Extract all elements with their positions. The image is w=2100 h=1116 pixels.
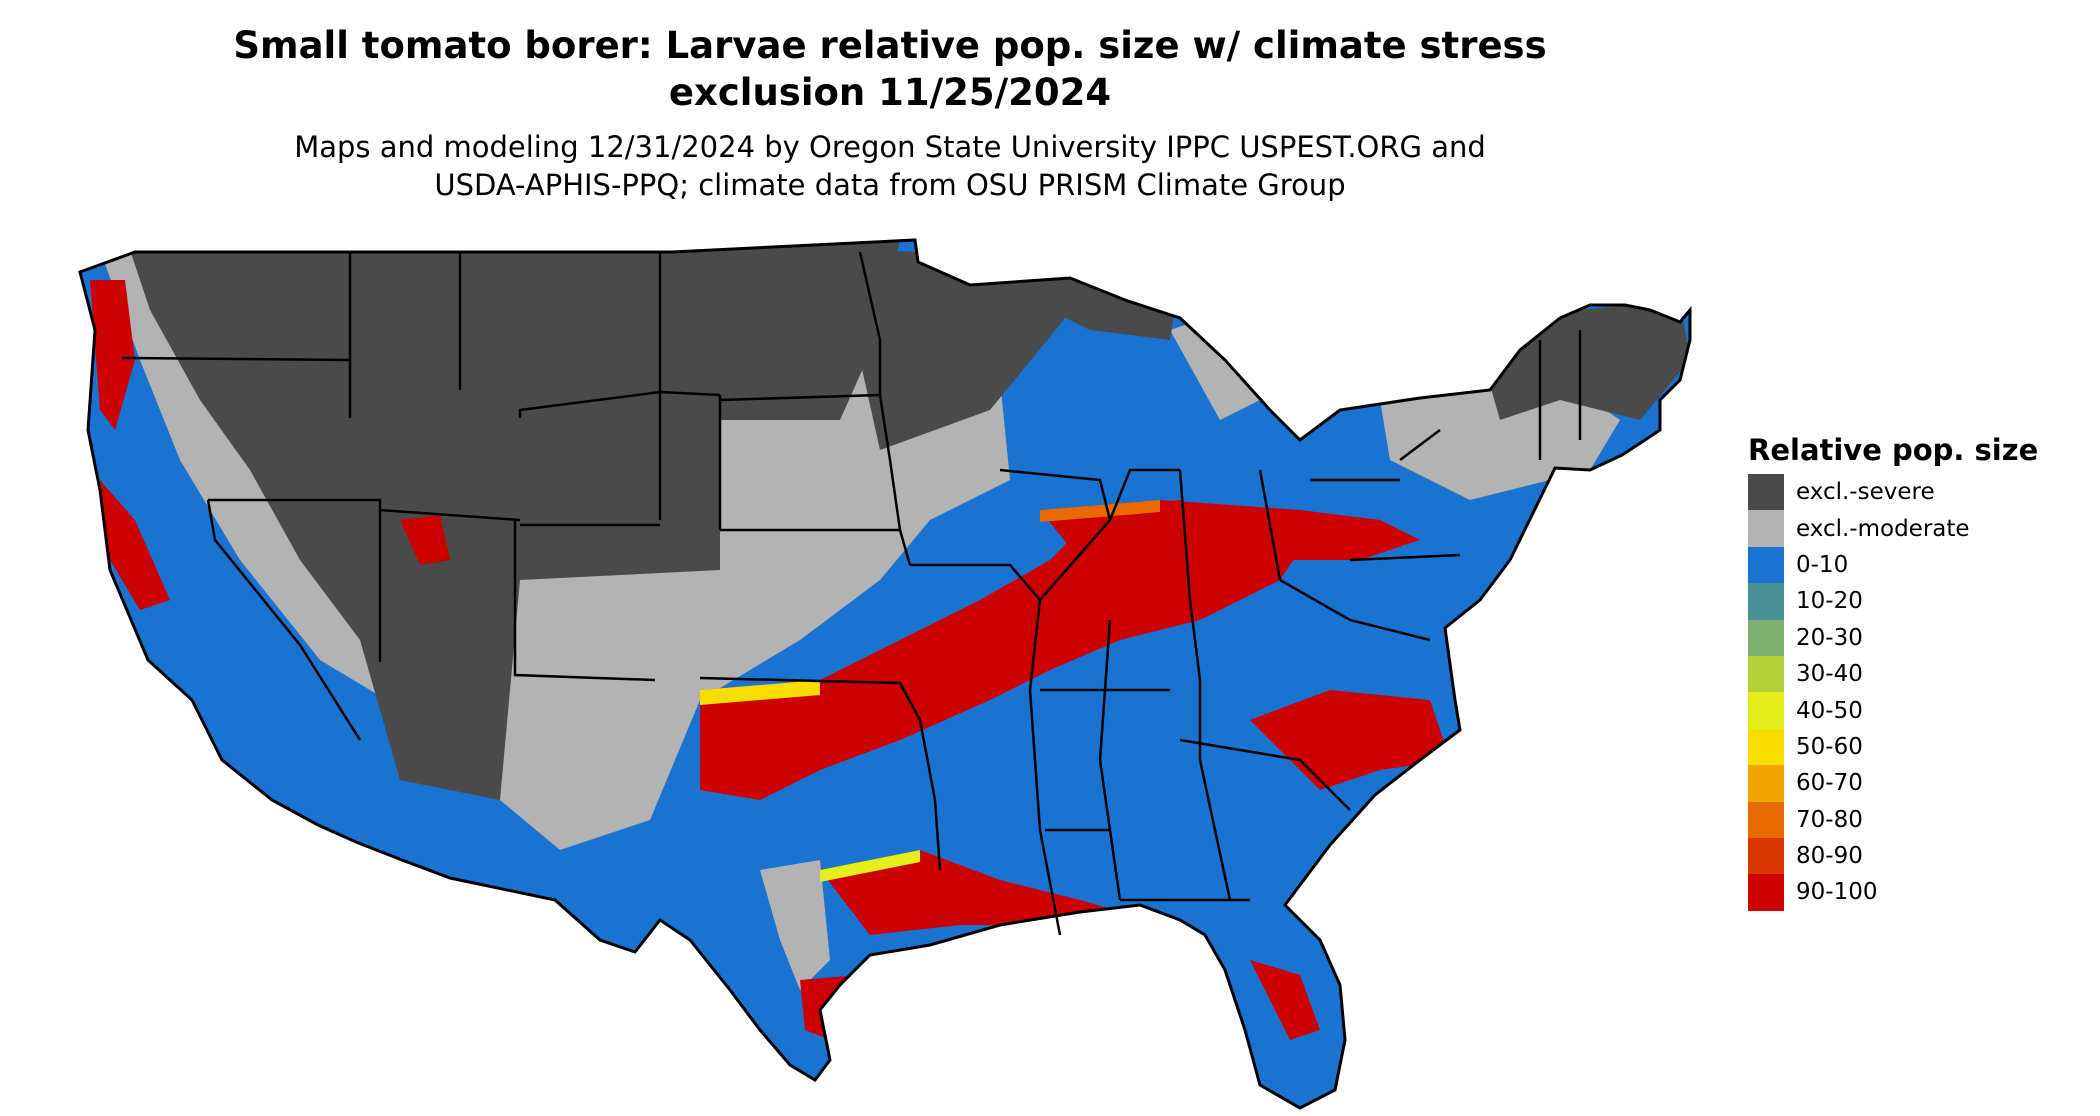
state-border-line <box>699 676 901 685</box>
legend-item: 90-100 <box>1748 874 2038 911</box>
state-border-line <box>878 394 902 531</box>
state-border-line <box>999 468 1112 521</box>
high-pop-band-nevada-spot <box>400 515 450 565</box>
legend-item: 50-60 <box>1748 728 2038 766</box>
legend-item: 30-40 <box>1748 655 2038 693</box>
legend-item: excl.-moderate <box>1748 510 2038 547</box>
mid-pop-fringe-3 <box>820 850 920 882</box>
high-pop-band-california-coast <box>100 480 170 610</box>
legend-item: 40-50 <box>1748 692 2038 729</box>
legend-label: 90-100 <box>1796 879 1878 906</box>
state-border-line <box>513 520 656 682</box>
map-subtitle: Maps and modeling 12/31/2024 by Oregon S… <box>150 128 1630 204</box>
state-border-line <box>1028 599 1042 831</box>
legend-items: excl.-severe excl.-moderate 0-10 10-20 20-30… <box>1748 474 2038 911</box>
legend-swatch <box>1748 474 1784 511</box>
severe-zone-idaho <box>300 250 430 345</box>
state-border-line <box>1349 553 1461 562</box>
legend-label: 60-70 <box>1796 770 1863 797</box>
severe-zone-north-central <box>860 250 1080 450</box>
legend: Relative pop. size excl.-severe excl.-mod… <box>1748 432 2038 911</box>
legend-item: 60-70 <box>1748 765 2038 802</box>
map-subtitle-line-2: USDA-APHIS-PPQ; climate data from OSU PR… <box>434 168 1346 202</box>
map-title: Small tomato borer: Larvae relative pop.… <box>150 22 1630 116</box>
legend-label: 30-40 <box>1796 661 1863 688</box>
legend-swatch <box>1748 837 1784 875</box>
legend-swatch <box>1748 583 1784 620</box>
state-border-line <box>1179 738 1351 811</box>
state-border-line <box>858 251 882 341</box>
state-border-line <box>1258 469 1282 581</box>
state-border-line <box>910 563 1041 601</box>
legend-item: 80-90 <box>1748 837 2038 875</box>
legend-item: 20-30 <box>1748 619 2038 656</box>
state-border-line <box>208 498 382 662</box>
high-pop-band-central <box>700 500 1300 800</box>
legend-label: 70-80 <box>1796 806 1863 833</box>
legend-label: 40-50 <box>1796 697 1863 724</box>
legend-swatch <box>1748 655 1784 693</box>
state-border-line <box>898 529 912 566</box>
high-pop-band-south-texas <box>800 975 860 1040</box>
legend-item: 0-10 <box>1748 546 2038 584</box>
state-border-line <box>1038 829 1062 936</box>
high-pop-band-ohio <box>1040 500 1420 560</box>
map-subtitle-line-1: Maps and modeling 12/31/2024 by Oregon S… <box>294 130 1486 164</box>
legend-label: 0-10 <box>1796 551 1849 578</box>
state-border-line <box>1039 519 1111 601</box>
high-pop-band-florida <box>1250 960 1320 1040</box>
mid-pop-fringe-1 <box>700 680 820 705</box>
mid-pop-fringe-2 <box>1040 500 1160 522</box>
state-border-line <box>206 499 362 741</box>
legend-title: Relative pop. size <box>1748 433 2039 467</box>
legend-label: 20-30 <box>1796 624 1863 651</box>
state-border-line <box>898 682 942 871</box>
legend-swatch <box>1748 801 1784 838</box>
state-border-line <box>1279 578 1431 642</box>
map-title-line-2: exclusion 11/25/2024 <box>668 71 1112 114</box>
state-border-line <box>719 393 881 402</box>
state-border-line <box>1108 468 1180 521</box>
legend-swatch <box>1748 874 1784 911</box>
legend-label: excl.-moderate <box>1796 515 1970 542</box>
high-pop-band-carolina <box>1250 690 1450 790</box>
state-border-line <box>518 390 662 520</box>
moderate-zone-texas-tip <box>760 860 830 990</box>
state-border-line <box>1399 429 1441 461</box>
legend-label: 10-20 <box>1796 588 1863 615</box>
legend-label: excl.-severe <box>1796 479 1935 506</box>
legend-swatch <box>1748 728 1784 766</box>
legend-label: 80-90 <box>1796 843 1863 870</box>
legend-item: excl.-severe <box>1748 474 2038 511</box>
map-fill <box>80 240 1690 1108</box>
state-boundaries <box>121 251 1582 936</box>
legend-swatch <box>1748 619 1784 656</box>
legend-swatch <box>1748 546 1784 584</box>
legend-item: 70-80 <box>1748 801 2038 838</box>
state-border-line <box>121 356 351 362</box>
legend-swatch <box>1748 510 1784 547</box>
state-border-line <box>379 508 521 522</box>
state-border-line <box>659 390 721 397</box>
high-pop-band-pacific-nw <box>90 280 135 430</box>
legend-swatch <box>1748 765 1784 802</box>
state-border-line <box>1098 619 1122 901</box>
legend-item: 10-20 <box>1748 583 2038 620</box>
legend-label: 50-60 <box>1796 733 1863 760</box>
map-title-line-1: Small tomato borer: Larvae relative pop.… <box>233 24 1547 67</box>
state-border-line <box>1198 759 1232 901</box>
legend-swatch <box>1748 692 1784 729</box>
state-border-line <box>1178 469 1202 760</box>
